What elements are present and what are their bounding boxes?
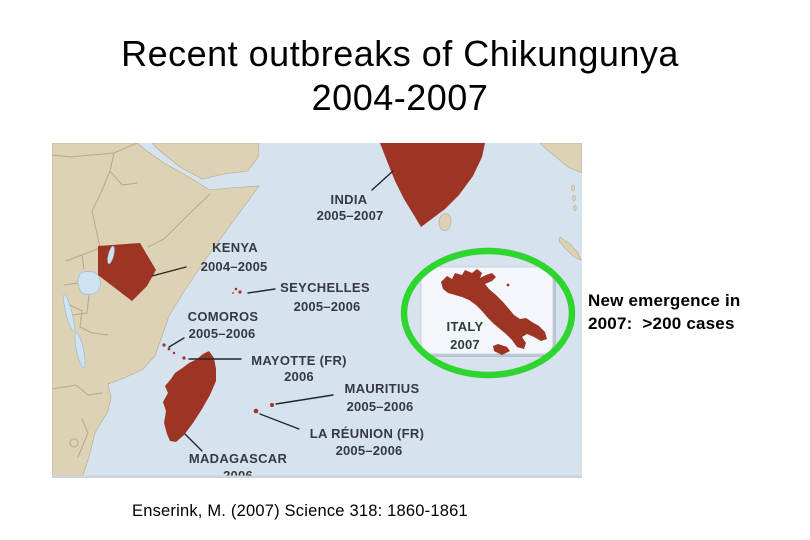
madagascar-region: [163, 351, 216, 442]
highlight-ellipse: [400, 247, 576, 379]
comoros-leader-line: [168, 337, 185, 348]
italy-region: [441, 269, 547, 349]
dates-comoros: 2005–2006: [189, 326, 256, 341]
label-italy: ITALY: [447, 319, 484, 334]
dates-italy: 2007: [450, 337, 480, 352]
label-india: INDIA: [331, 192, 368, 207]
lake-turkana: [107, 245, 115, 265]
mauritius-leader-line: [275, 394, 334, 405]
andaman-islands: [571, 184, 577, 211]
slide-title-line1: Recent outbreaks of Chikungunya: [121, 33, 679, 74]
label-madagascar: MADAGASCAR: [189, 451, 288, 466]
dates-seychelles: 2005–2006: [294, 299, 361, 314]
dates-la-reunion: 2005–2006: [336, 443, 403, 458]
dates-mayotte: 2006: [284, 369, 314, 384]
citation: Enserink, M. (2007) Science 318: 1860-18…: [132, 502, 468, 520]
outbreak-map-svg: INDIA 2005–2007 KENYA 2004–2005 SEYCHELL…: [51, 142, 583, 483]
outbreak-regions: [98, 143, 485, 442]
sicily-region: [493, 344, 510, 355]
lakes: [63, 270, 101, 368]
india-region: [380, 143, 485, 227]
lake-victoria: [77, 270, 101, 295]
africa-landmass: [51, 142, 260, 479]
italy-inset: ITALY 2007: [420, 266, 556, 357]
emergence-annotation-line2: 2007: >200 cases: [588, 314, 735, 333]
sri-lanka-island: [438, 213, 452, 231]
comoros-islands: [162, 343, 176, 355]
seychelles-leader-line: [247, 288, 276, 294]
india-leader-line: [371, 170, 394, 191]
la-reunion-island: [253, 408, 259, 414]
label-kenya: KENYA: [212, 240, 258, 255]
slide-title-line2: 2004-2007: [311, 77, 489, 118]
country-borders: [51, 142, 211, 458]
label-comoros: COMOROS: [188, 309, 259, 324]
la-reunion-leader-line: [259, 413, 300, 430]
sumatra-island: [558, 236, 582, 261]
lake-malawi: [74, 332, 86, 368]
emergence-annotation: New emergence in 2007: >200 cases: [588, 289, 740, 335]
italy-outbreak-dot: [506, 283, 510, 287]
emergence-annotation-line1: New emergence in: [588, 291, 741, 310]
label-mauritius: MAURITIUS: [345, 381, 420, 396]
madagascar-leader-line: [184, 433, 203, 452]
seychelles-islands: [232, 287, 242, 294]
map-bottom-edge: [52, 475, 582, 478]
lake-tanganyika: [63, 294, 75, 332]
map-labels: INDIA 2005–2007 KENYA 2004–2005 SEYCHELL…: [188, 192, 425, 483]
dates-mauritius: 2005–2006: [347, 399, 414, 414]
kenya-leader-line: [151, 266, 187, 277]
landmasses: [51, 142, 583, 479]
outbreak-map: INDIA 2005–2007 KENYA 2004–2005 SEYCHELL…: [51, 142, 583, 483]
dates-india: 2005–2007: [317, 208, 384, 223]
dates-kenya: 2004–2005: [201, 259, 268, 274]
label-la-reunion: LA RÉUNION (FR): [310, 426, 425, 441]
arabia-landmass: [151, 142, 260, 180]
slide-title: Recent outbreaks of Chikungunya 2004-200…: [0, 32, 800, 120]
leader-lines: [151, 170, 394, 452]
mauritius-island: [270, 403, 274, 407]
label-mayotte: MAYOTTE (FR): [251, 353, 347, 368]
label-seychelles: SEYCHELLES: [280, 280, 370, 295]
